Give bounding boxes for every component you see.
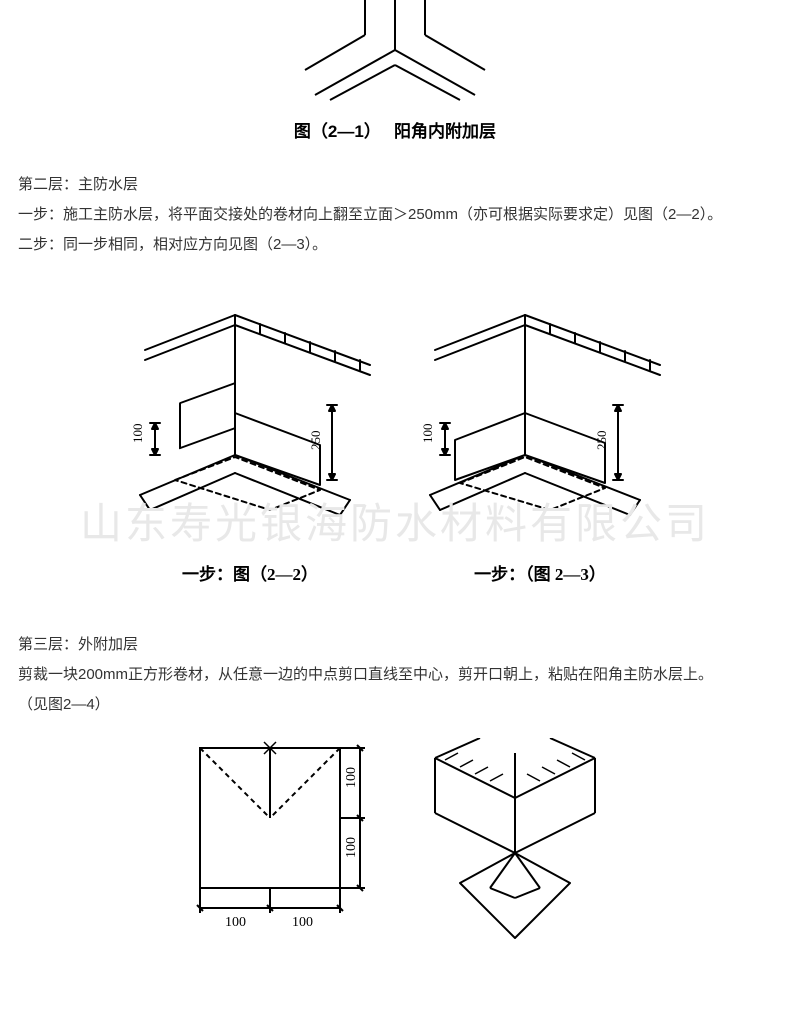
dim-100-label: 100 bbox=[130, 424, 145, 444]
dim-250-label: 250 bbox=[594, 431, 609, 451]
dim-h1: 100 bbox=[225, 915, 246, 930]
figure-2-3-caption: 一步：（图 2—3） bbox=[410, 560, 670, 585]
dim-250-label: 250 bbox=[308, 431, 323, 451]
figure-2-2-svg: 100 250 bbox=[120, 305, 380, 535]
figure-2-1-area bbox=[0, 0, 790, 105]
section-3-text: 第三层：外附加层 剪裁一块200mm正方形卷材，从任意一边的中点剪口直线至中心，… bbox=[18, 630, 772, 720]
figure-2-2: 100 250 bbox=[120, 305, 380, 535]
figures-2-2-2-3-captions: 一步：图（2—2） 一步：（图 2—3） bbox=[0, 560, 790, 585]
section-2-line2: 二步：同一步相同，相对应方向见图（2—3）。 bbox=[18, 230, 772, 260]
figure-2-4: 100 100 100 100 bbox=[180, 738, 380, 958]
figure-2-4-svg: 100 100 100 100 bbox=[180, 738, 380, 958]
section-2-heading: 第二层：主防水层 bbox=[18, 170, 772, 200]
figures-2-2-2-3-row: 100 250 bbox=[0, 305, 790, 535]
section-2-text: 第二层：主防水层 一步：施工主防水层，将平面交接处的卷材向上翻至立面＞250mm… bbox=[18, 170, 772, 260]
figure-2-3: 100 250 bbox=[410, 305, 670, 535]
dim-h2: 100 bbox=[292, 915, 313, 930]
section-2-line1: 一步：施工主防水层，将平面交接处的卷材向上翻至立面＞250mm（亦可根据实际要求… bbox=[18, 200, 772, 230]
dim-100-label: 100 bbox=[420, 424, 435, 444]
figure-2-1-caption: 图（2—1） 阳角内附加层 bbox=[0, 117, 790, 142]
figure-2-3-svg: 100 250 bbox=[410, 305, 670, 535]
figure-2-5 bbox=[420, 738, 610, 958]
section-3-heading: 第三层：外附加层 bbox=[18, 630, 772, 660]
figure-2-5-svg bbox=[420, 738, 610, 958]
dim-v1: 100 bbox=[344, 767, 359, 788]
figure-2-1-svg bbox=[275, 0, 515, 105]
section-3-line1: 剪裁一块200mm正方形卷材，从任意一边的中点剪口直线至中心，剪开口朝上，粘贴在… bbox=[18, 660, 772, 690]
figures-2-4-2-5-row: 100 100 100 100 bbox=[0, 738, 790, 958]
figure-2-2-caption: 一步：图（2—2） bbox=[120, 560, 380, 585]
dim-v2: 100 bbox=[344, 837, 359, 858]
section-3-line2: （见图2—4） bbox=[18, 690, 772, 720]
